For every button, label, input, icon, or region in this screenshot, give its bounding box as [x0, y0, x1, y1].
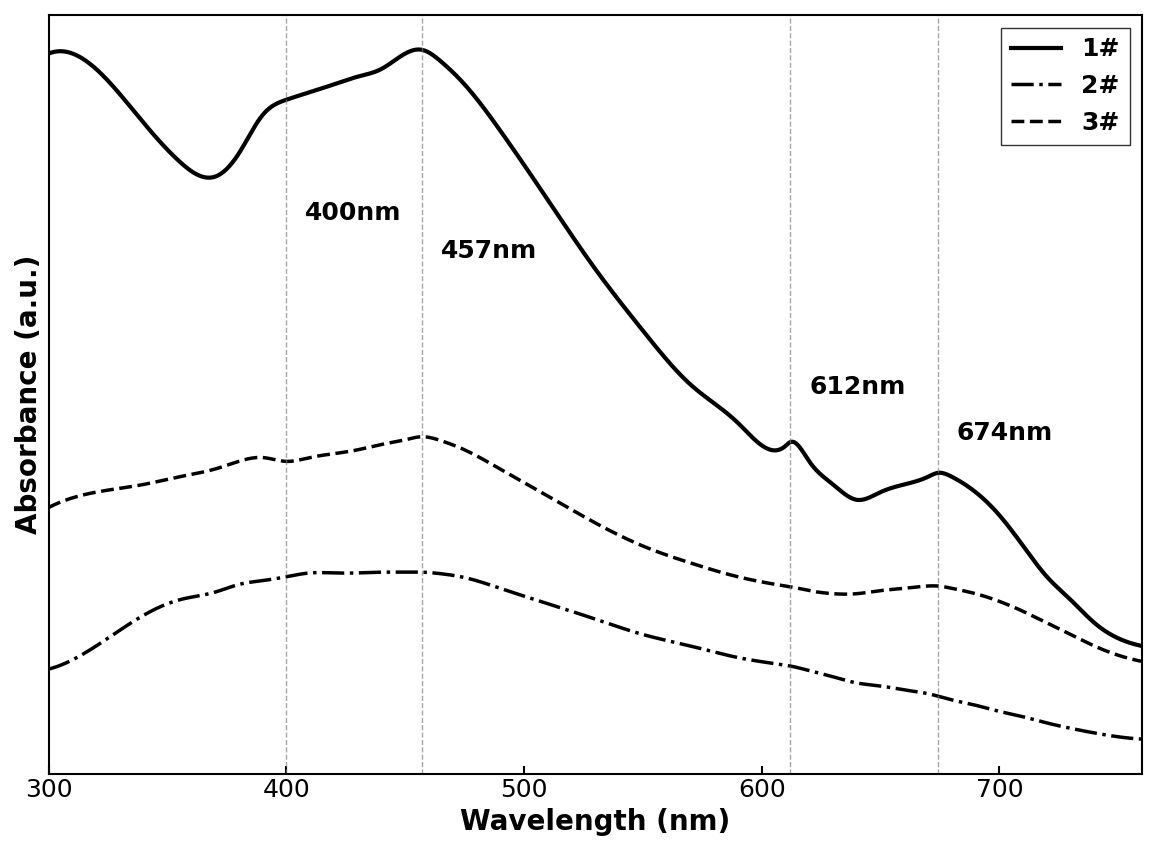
2# — [42, 664, 56, 674]
3# — [678, 556, 692, 566]
1# — [109, 84, 123, 94]
Line: 1#: 1# — [49, 49, 1142, 646]
Text: 400nm: 400nm — [305, 201, 401, 225]
Line: 3#: 3# — [49, 437, 1142, 661]
1# — [42, 49, 56, 59]
1# — [985, 501, 998, 511]
2# — [1135, 734, 1149, 745]
3# — [872, 585, 886, 596]
2# — [109, 628, 123, 638]
3# — [415, 431, 429, 442]
2# — [408, 567, 422, 577]
3# — [985, 593, 998, 603]
3# — [707, 565, 721, 575]
1# — [411, 44, 425, 54]
1# — [678, 374, 692, 385]
Y-axis label: Absorbance (a.u.): Absorbance (a.u.) — [15, 254, 43, 534]
1# — [707, 398, 721, 408]
2# — [707, 647, 721, 657]
Text: 674nm: 674nm — [957, 420, 1053, 445]
2# — [739, 654, 753, 665]
1# — [1135, 641, 1149, 651]
Legend: 1#, 2#, 3#: 1#, 2#, 3# — [1001, 27, 1129, 145]
3# — [1135, 656, 1149, 666]
1# — [872, 488, 886, 498]
Text: 612nm: 612nm — [809, 375, 906, 399]
X-axis label: Wavelength (nm): Wavelength (nm) — [460, 808, 730, 836]
Line: 2#: 2# — [49, 572, 1142, 740]
2# — [872, 681, 886, 691]
3# — [42, 502, 56, 512]
Text: 457nm: 457nm — [441, 239, 537, 263]
2# — [985, 705, 998, 715]
1# — [739, 426, 753, 437]
3# — [739, 574, 753, 584]
2# — [678, 640, 692, 650]
3# — [109, 484, 123, 494]
